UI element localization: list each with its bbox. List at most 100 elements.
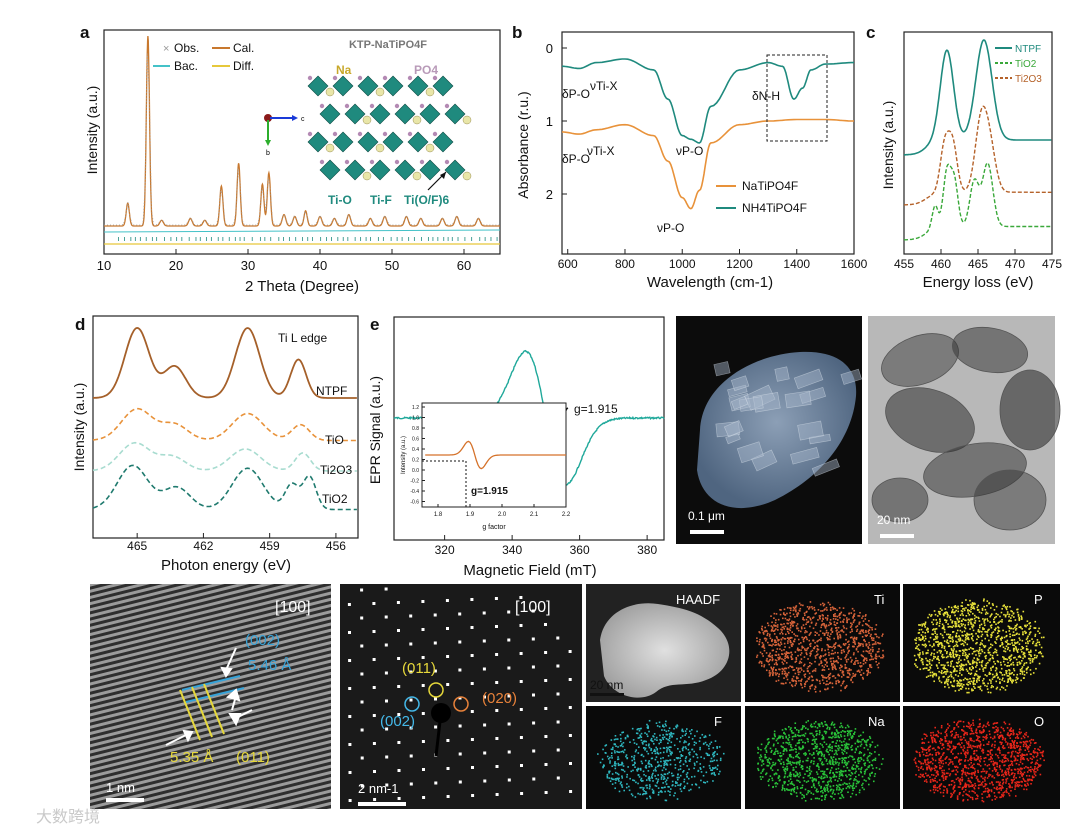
eds-pixel bbox=[982, 668, 984, 670]
eds-pixel bbox=[931, 762, 934, 765]
eds-pixel bbox=[609, 756, 611, 759]
eds-pixel bbox=[1023, 655, 1026, 658]
eds-pixel bbox=[961, 620, 963, 622]
eds-pixel bbox=[656, 739, 658, 742]
eds-pixel bbox=[964, 783, 966, 786]
eds-pixel bbox=[937, 746, 939, 749]
eds-pixel bbox=[985, 631, 987, 633]
eds-pixel bbox=[646, 797, 648, 800]
eds-pixel bbox=[871, 741, 874, 743]
eds-pixel bbox=[646, 750, 648, 753]
eds-pixel bbox=[1010, 760, 1012, 763]
eds-pixel bbox=[850, 730, 853, 732]
eds-pixel bbox=[812, 647, 815, 649]
eds-pixel bbox=[970, 669, 973, 671]
eds-pixel bbox=[804, 631, 806, 634]
diffraction-spot bbox=[470, 710, 474, 713]
eds-pixel bbox=[805, 753, 807, 755]
eds-pixel bbox=[631, 759, 633, 762]
diffraction-spot bbox=[433, 641, 437, 645]
eds-pixel bbox=[955, 650, 958, 653]
eds-pixel bbox=[1003, 658, 1005, 660]
eds-pixel bbox=[1003, 791, 1006, 793]
eds-pixel bbox=[773, 734, 776, 737]
eds-pixel bbox=[981, 643, 983, 645]
eds-pixel bbox=[674, 785, 677, 787]
eds-pixel bbox=[608, 777, 611, 779]
eds-pixel bbox=[864, 658, 866, 660]
eds-pixel bbox=[659, 741, 662, 744]
eds-pixel bbox=[958, 720, 960, 723]
eds-pixel bbox=[990, 790, 993, 793]
eds-pixel bbox=[946, 613, 949, 616]
eds-pixel bbox=[667, 790, 670, 792]
eds-pixel bbox=[665, 733, 668, 736]
eds-pixel bbox=[855, 770, 857, 773]
eds-pixel bbox=[803, 637, 805, 640]
eds-pixel bbox=[871, 764, 873, 767]
eds-pixel bbox=[790, 644, 793, 646]
eds-pixel bbox=[784, 655, 786, 658]
eds-pixel bbox=[782, 617, 784, 620]
eds-pixel bbox=[1015, 648, 1018, 651]
eds-pixel bbox=[812, 751, 815, 754]
eds-pixel bbox=[833, 623, 836, 626]
eds-pixel bbox=[854, 751, 857, 754]
eds-pixel bbox=[825, 606, 828, 609]
eds-pixel bbox=[641, 741, 644, 744]
eds-pixel bbox=[788, 789, 791, 791]
eds-pixel bbox=[962, 683, 965, 686]
eds-pixel bbox=[819, 617, 821, 620]
eds-pixel bbox=[1003, 650, 1005, 652]
eds-pixel bbox=[867, 646, 869, 648]
eds-pixel bbox=[805, 727, 807, 729]
eds-pixel bbox=[819, 759, 822, 762]
diffraction-spot bbox=[397, 629, 400, 632]
eds-pixel bbox=[968, 672, 970, 675]
eds-pixel bbox=[788, 638, 790, 641]
eds-pixel bbox=[839, 636, 842, 639]
eds-pixel bbox=[810, 761, 812, 764]
eds-pixel bbox=[790, 684, 793, 686]
eds-pixel bbox=[856, 740, 859, 743]
eds-pixel bbox=[981, 650, 984, 653]
eds-pixel bbox=[676, 798, 679, 800]
eds-pixel bbox=[684, 757, 687, 760]
eds-pixel bbox=[800, 604, 802, 606]
eds-pixel bbox=[1036, 767, 1038, 770]
eds-pixel bbox=[963, 644, 965, 647]
eds-pixel bbox=[955, 734, 958, 736]
eds-pixel bbox=[991, 754, 994, 756]
eds-pixel bbox=[1004, 650, 1007, 653]
eds-pixel bbox=[980, 689, 983, 692]
eds-pixel bbox=[999, 615, 1001, 618]
eds-pixel bbox=[995, 680, 998, 683]
ti-octahedron bbox=[307, 131, 329, 153]
plane-002: (002) bbox=[245, 632, 280, 649]
eds-pixel bbox=[1008, 723, 1011, 726]
eds-pixel bbox=[784, 775, 786, 778]
eds-pixel bbox=[765, 773, 767, 776]
eds-pixel bbox=[868, 735, 871, 738]
eds-pixel bbox=[1016, 664, 1019, 666]
eds-pixel bbox=[952, 625, 955, 627]
eds-pixel bbox=[864, 741, 866, 743]
eds-pixel bbox=[956, 680, 958, 682]
eds-pixel bbox=[1029, 622, 1031, 624]
diffraction-spot bbox=[421, 600, 425, 603]
diffraction-spot bbox=[384, 587, 388, 591]
eds-pixel bbox=[765, 749, 768, 752]
eds-pixel bbox=[792, 762, 795, 764]
eds-pixel bbox=[976, 662, 978, 664]
eds-pixel bbox=[616, 738, 619, 740]
eds-pixel bbox=[997, 622, 999, 624]
eds-pixel bbox=[1031, 661, 1034, 663]
eds-pixel bbox=[1023, 662, 1026, 665]
eds-pixel bbox=[1036, 655, 1038, 657]
eds-pixel bbox=[951, 748, 954, 751]
eds-pixel bbox=[989, 658, 992, 660]
eds-pixel bbox=[654, 752, 657, 755]
eds-pixel bbox=[816, 732, 818, 735]
eds-pixel bbox=[1040, 646, 1043, 649]
eds-pixel bbox=[827, 638, 830, 640]
